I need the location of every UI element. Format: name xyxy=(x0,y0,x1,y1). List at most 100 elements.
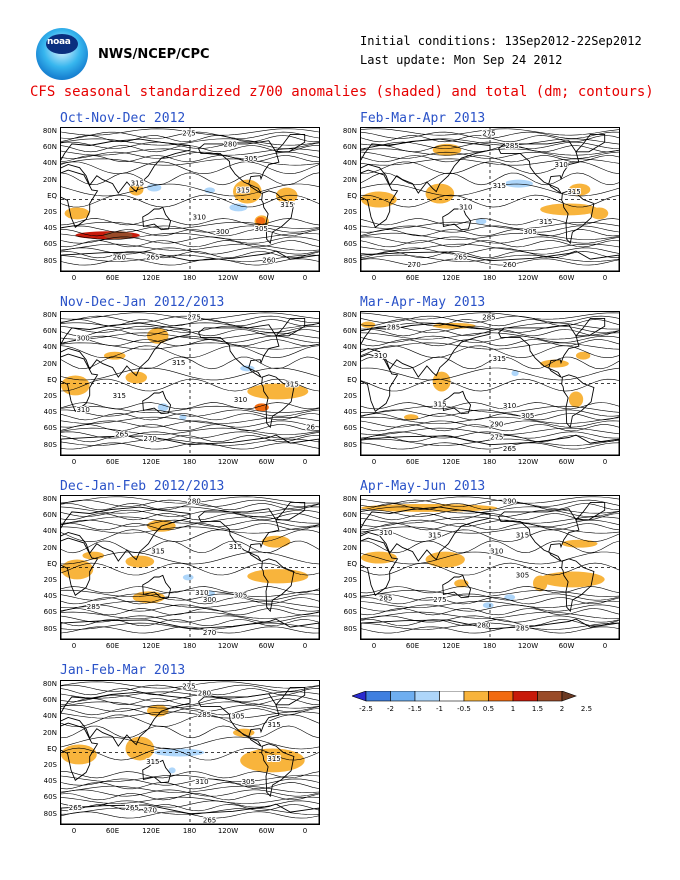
anomaly-shade xyxy=(475,218,487,225)
contour-line xyxy=(61,172,319,186)
longitude-label: 60W xyxy=(258,642,275,650)
contour-label: 310 xyxy=(459,204,472,212)
contour-label: 285 xyxy=(387,323,400,331)
contour-label: 310 xyxy=(503,402,516,410)
contour-label: 315 xyxy=(172,359,185,367)
latitude-label: 60N xyxy=(42,511,57,520)
contour-line xyxy=(61,506,319,514)
contour-line xyxy=(61,736,319,750)
panel-title: Feb-Mar-Apr 2013 xyxy=(360,111,486,126)
anomaly-shade xyxy=(568,391,584,408)
colorbar-swatch xyxy=(390,690,416,702)
contour-line xyxy=(61,367,319,381)
contour-line xyxy=(361,608,619,616)
latitude-label: 20N xyxy=(342,359,357,368)
coastline xyxy=(198,693,280,748)
contour-label: 285 xyxy=(482,313,495,321)
anomaly-shade xyxy=(229,203,248,212)
longitude-label: 120W xyxy=(517,274,539,282)
latitude-label: 80S xyxy=(43,809,57,818)
contour-line xyxy=(61,236,319,244)
contour-label: 290 xyxy=(503,497,516,505)
colorbar-swatch xyxy=(537,690,563,702)
latitude-label: 60S xyxy=(343,240,357,249)
anomaly-shade xyxy=(540,571,605,588)
contour-label: 275 xyxy=(482,129,495,137)
contour-line xyxy=(61,778,319,786)
longitude-label: 180 xyxy=(182,642,197,650)
contour-label: 310 xyxy=(234,396,247,404)
contour-label: 310 xyxy=(555,161,568,169)
coastline xyxy=(574,501,606,521)
anomaly-shade xyxy=(255,216,266,225)
coastline xyxy=(61,506,191,562)
initial-conditions: Initial conditions: 13Sep2012-22Sep2012 xyxy=(360,34,642,48)
coastline xyxy=(61,353,99,413)
anomaly-shade xyxy=(576,351,591,360)
coastline xyxy=(498,140,580,195)
contour-line xyxy=(61,128,319,136)
anomaly-shade xyxy=(129,183,144,196)
contour-line xyxy=(61,684,319,692)
latitude-label: 80N xyxy=(42,127,57,135)
colorbar-label: 2 xyxy=(560,705,564,713)
colorbar-label: 1 xyxy=(511,705,515,713)
contour-line xyxy=(361,402,619,410)
latitude-label: 20S xyxy=(43,576,57,584)
anomaly-shade xyxy=(61,375,90,396)
latitude-label: 80S xyxy=(343,624,357,633)
latitude-label: 40S xyxy=(343,592,357,601)
contour-line xyxy=(361,158,619,166)
longitude-label: 60E xyxy=(405,274,420,282)
coastline xyxy=(198,140,280,195)
contour-label: 280 xyxy=(224,141,237,149)
contour-line xyxy=(361,161,619,175)
latitude-label: 60N xyxy=(42,327,57,336)
contour-label: 315 xyxy=(146,758,159,766)
contour-line xyxy=(361,529,619,543)
latitude-label: 20N xyxy=(42,728,57,737)
longitude-label: 0 xyxy=(371,274,377,282)
coastline xyxy=(198,324,280,379)
longitude-label: 180 xyxy=(182,274,197,282)
latitude-label: 60S xyxy=(43,608,57,617)
latitude-label: 60N xyxy=(42,143,57,152)
noaa-logo: noaa xyxy=(36,28,88,80)
contour-line xyxy=(61,221,319,229)
anomaly-shade xyxy=(82,551,104,560)
contour-label: 310 xyxy=(195,778,208,786)
anomaly-shade xyxy=(404,414,419,421)
contour-line xyxy=(61,345,319,359)
contour-line xyxy=(61,322,319,330)
panel-title: Nov-Dec-Jan 2012/2013 xyxy=(60,295,225,310)
contour-label: 265 xyxy=(146,254,159,262)
coastline xyxy=(361,250,619,271)
coastline xyxy=(361,618,619,639)
contour-label: 270 xyxy=(203,629,216,637)
coastline xyxy=(261,558,295,613)
contour-label: 280 xyxy=(187,497,200,505)
colorbar-label: -2 xyxy=(387,705,394,713)
longitude-label: 0 xyxy=(302,458,308,466)
longitude-label: 0 xyxy=(602,274,608,282)
contour-label: 310 xyxy=(374,352,387,360)
longitude-label: 120W xyxy=(217,458,239,466)
contour-line xyxy=(61,251,319,259)
contour-line xyxy=(61,431,319,439)
contour-label: 285 xyxy=(198,711,211,719)
contour-label: 265 xyxy=(115,431,128,439)
contour-line xyxy=(361,540,619,554)
contour-line xyxy=(61,681,319,689)
longitude-label: 60E xyxy=(405,458,420,466)
latitude-label: 80N xyxy=(42,311,57,319)
contour-line xyxy=(361,589,619,597)
longitude-label: 0 xyxy=(371,458,377,466)
anomaly-shade xyxy=(425,551,465,568)
contour-label: 315 xyxy=(280,201,293,209)
longitude-label: 120W xyxy=(517,642,539,650)
coastline xyxy=(142,759,172,784)
contour-label: 315 xyxy=(229,543,242,551)
coastline xyxy=(361,322,491,378)
contour-line xyxy=(61,562,319,576)
